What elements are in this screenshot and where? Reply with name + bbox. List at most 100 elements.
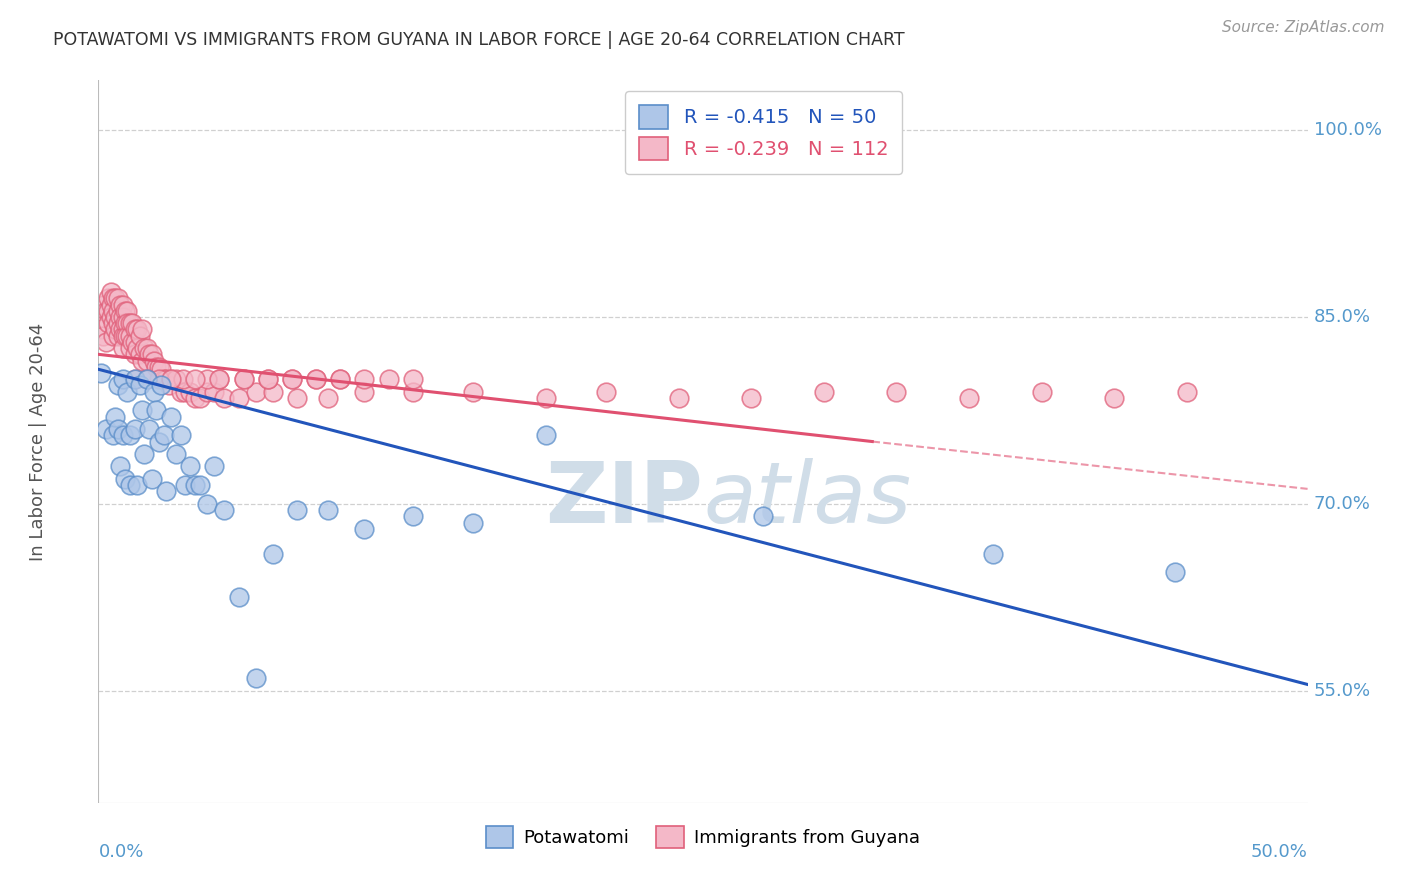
Point (91, 328, 114, 343)
Point (188, 391, 211, 405)
Point (111, 428, 134, 442)
Text: 55.0%: 55.0% (1313, 681, 1371, 699)
Point (97, 316, 120, 330)
Text: In Labor Force | Age 20-64: In Labor Force | Age 20-64 (30, 322, 46, 561)
Point (145, 403, 167, 417)
Point (131, 353, 153, 368)
Point (124, 372, 146, 386)
Point (100, 310, 122, 324)
Point (118, 328, 141, 343)
Point (131, 403, 153, 417)
Point (402, 509, 425, 524)
Point (131, 322, 153, 336)
Point (232, 372, 254, 386)
Point (534, 428, 557, 442)
Point (94, 422, 117, 436)
Point (90, 322, 112, 336)
Point (124, 322, 146, 336)
Point (305, 372, 328, 386)
Point (143, 384, 166, 399)
Point (463, 516, 485, 530)
Point (1163, 566, 1185, 580)
Point (128, 347, 150, 361)
Point (104, 310, 127, 324)
Point (124, 372, 146, 386)
Point (285, 503, 308, 517)
Point (228, 591, 250, 605)
Point (148, 359, 170, 374)
Point (184, 372, 207, 386)
Point (127, 478, 149, 492)
Point (118, 316, 141, 330)
Point (97, 303, 120, 318)
Point (256, 372, 278, 386)
Point (285, 391, 308, 405)
Text: 50.0%: 50.0% (1251, 843, 1308, 861)
Point (101, 316, 124, 330)
Point (150, 378, 173, 392)
Point (160, 372, 183, 386)
Point (353, 522, 375, 536)
Point (188, 478, 211, 492)
Point (128, 378, 150, 392)
Point (1175, 384, 1198, 399)
Point (212, 503, 235, 517)
Point (179, 384, 201, 399)
Point (108, 459, 131, 474)
Point (117, 316, 139, 330)
Point (121, 334, 143, 349)
Point (100, 297, 122, 311)
Point (204, 384, 226, 399)
Point (172, 372, 194, 386)
Point (94, 334, 117, 349)
Point (165, 447, 187, 461)
Point (135, 372, 157, 386)
Point (752, 509, 775, 524)
Point (135, 341, 157, 355)
Point (124, 347, 146, 361)
Point (534, 391, 557, 405)
Point (195, 497, 218, 511)
Point (134, 341, 156, 355)
Point (329, 372, 352, 386)
Point (148, 434, 170, 449)
Text: atlas: atlas (703, 458, 911, 541)
Point (107, 316, 129, 330)
Point (107, 328, 129, 343)
Point (114, 328, 136, 343)
Point (108, 297, 131, 311)
Point (281, 372, 304, 386)
Point (195, 384, 218, 399)
Point (402, 372, 425, 386)
Point (117, 303, 139, 318)
Point (316, 503, 339, 517)
Point (740, 391, 762, 405)
Point (124, 422, 146, 436)
Point (108, 310, 131, 324)
Point (232, 372, 254, 386)
Point (148, 372, 170, 386)
Point (97, 291, 120, 305)
Point (256, 372, 278, 386)
Point (1102, 391, 1125, 405)
Point (329, 372, 352, 386)
Point (111, 310, 134, 324)
Point (101, 291, 124, 305)
Point (111, 328, 134, 343)
Point (91, 297, 114, 311)
Point (377, 372, 399, 386)
Point (90, 366, 112, 380)
Point (111, 372, 134, 386)
Point (281, 372, 304, 386)
Point (353, 372, 375, 386)
Point (184, 478, 207, 492)
Point (262, 384, 284, 399)
Point (138, 422, 160, 436)
Point (141, 472, 163, 486)
Text: 100.0%: 100.0% (1313, 121, 1382, 139)
Point (117, 384, 139, 399)
Point (179, 459, 201, 474)
Point (169, 384, 191, 399)
Point (114, 303, 136, 318)
Point (111, 341, 134, 355)
